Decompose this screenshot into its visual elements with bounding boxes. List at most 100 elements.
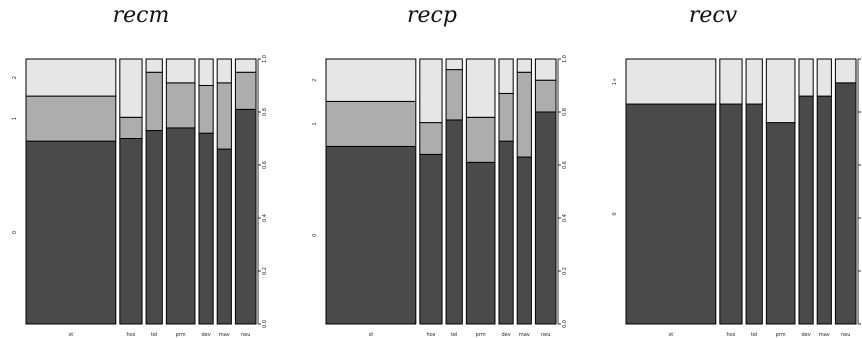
level-label: 0 (12, 231, 18, 234)
chart-panel-recv: recvsthostelprmdevmavneu01+0.00.20.40.60… (612, 3, 861, 338)
category-label: hos (427, 332, 436, 338)
right-axis-tick-label: 0.2 (562, 267, 568, 275)
bar-segment-tel-level-2 (445, 58, 463, 71)
chart-title: recp (407, 3, 457, 28)
bar-segment-tel-level-1 (145, 71, 163, 132)
bar-segment-st-level-1 (25, 95, 117, 142)
bar-segment-dev-level-1 (498, 92, 514, 142)
bar-segment-hos-level-0 (119, 138, 143, 325)
right-axis-tick-label: 1.0 (262, 55, 268, 63)
right-axis-tick-label: 0.4 (562, 214, 568, 222)
bar-segment-tel-level-0 (445, 119, 463, 325)
category-label: mav (819, 332, 830, 338)
bar-segment-neu-level-0 (234, 108, 257, 325)
bar-segment-hos-level-2 (119, 58, 143, 118)
bar-segment-tel-level-1 (445, 69, 463, 121)
level-label: 1 (312, 122, 318, 125)
bar-segment-prm-level-1+ (765, 58, 796, 124)
category-label: tel (751, 332, 757, 338)
bar-segment-dev-level-2 (498, 58, 514, 94)
category-label: st (369, 332, 374, 338)
right-axis-tick-label: 0.0 (262, 320, 268, 328)
bar-segment-st-level-1+ (625, 58, 717, 105)
right-axis-tick-label: 0.2 (262, 267, 268, 275)
bar-segment-mav-level-2 (516, 58, 532, 73)
bar-segment-hos-level-1+ (719, 58, 743, 105)
bar-segment-mav-level-0 (216, 148, 232, 325)
bar-segment-mav-level-1 (516, 71, 532, 158)
bar-segment-neu-level-1+ (834, 58, 857, 84)
category-label: prm (176, 332, 186, 338)
bar-segment-hos-level-1 (119, 116, 143, 140)
bar-segment-mav-level-1+ (816, 58, 832, 97)
right-axis-tick-label: 1.0 (562, 55, 568, 63)
bar-segment-hos-level-0 (719, 103, 743, 325)
bar-segment-prm-level-1 (165, 82, 196, 129)
level-label: 0 (312, 234, 318, 237)
bar-segment-mav-level-0 (816, 95, 832, 325)
bar-segment-dev-level-2 (198, 58, 214, 86)
bar-segment-mav-level-1 (216, 82, 232, 150)
right-axis-tick-label: 0.8 (562, 108, 568, 116)
category-label: neu (241, 332, 250, 338)
bar-segment-dev-level-0 (798, 95, 814, 325)
category-label: mav (219, 332, 230, 338)
level-label: 1+ (612, 78, 618, 85)
level-label: 0 (612, 212, 618, 215)
bar-segment-tel-level-1+ (745, 58, 763, 105)
right-axis-tick-label: 0.4 (262, 214, 268, 222)
bar-segment-st-level-0 (325, 145, 417, 325)
bar-segment-prm-level-2 (465, 58, 496, 118)
chart-panel-recp: recp st hos tel prm dev mav neu 0 1 2 0.0 0.2 0.4 0.6 0… (312, 3, 568, 338)
bar-segment-hos-level-1 (419, 122, 443, 155)
bar-segment-dev-level-0 (198, 132, 214, 325)
category-label: hos (127, 332, 136, 338)
bar-segment-st-level-0 (625, 103, 717, 325)
category-label: hos (727, 332, 736, 338)
bar-segment-neu-level-2 (534, 58, 557, 81)
category-label: tel (451, 332, 457, 338)
category-label: prm (776, 332, 786, 338)
right-axis-tick-label: 0.8 (262, 108, 268, 116)
category-label: mav (519, 332, 530, 338)
right-axis-tick-label: 0.0 (562, 320, 568, 328)
level-label: 2 (312, 79, 318, 82)
category-label: dev (801, 332, 810, 338)
category-label: neu (841, 332, 850, 338)
category-label: st (669, 332, 674, 338)
bar-segment-hos-level-0 (419, 153, 443, 325)
bar-segment-neu-level-0 (834, 82, 857, 325)
bar-segment-prm-level-1 (465, 116, 496, 163)
bar-segment-st-level-0 (25, 140, 117, 325)
bar-segment-neu-level-1 (234, 71, 257, 110)
level-label: 2 (12, 76, 18, 79)
category-label: neu (541, 332, 550, 338)
chart-title: recv (689, 3, 738, 28)
right-axis-tick-label: 0.6 (262, 161, 268, 169)
bar-segment-prm-level-0 (765, 122, 796, 325)
category-label: prm (476, 332, 486, 338)
bar-segment-prm-level-2 (165, 58, 196, 84)
chart-panel-recm: recm st hos tel prm dev mav neu 0 1 2 0.0 0.2 0.4 0.6 0… (12, 3, 268, 338)
bar-segment-st-level-2 (325, 58, 417, 102)
bar-segment-tel-level-0 (745, 103, 763, 325)
category-label: st (69, 332, 74, 338)
bar-segment-tel-level-2 (145, 58, 163, 73)
bar-segment-dev-level-1 (198, 85, 214, 134)
bar-segment-mav-level-0 (516, 156, 532, 325)
bar-segment-dev-level-1+ (798, 58, 814, 97)
bar-segment-dev-level-0 (498, 140, 514, 325)
chart-title: recm (113, 3, 170, 28)
right-axis-tick-label: 0.6 (562, 161, 568, 169)
bar-segment-st-level-1 (325, 100, 417, 147)
bar-segment-neu-level-2 (234, 58, 257, 73)
bar-segment-prm-level-0 (465, 161, 496, 325)
bar-segment-prm-level-0 (165, 127, 196, 325)
bar-segment-neu-level-0 (534, 111, 557, 325)
bar-segment-neu-level-1 (534, 79, 557, 113)
bar-segment-hos-level-2 (419, 58, 443, 124)
bar-segment-mav-level-2 (216, 58, 232, 84)
category-label: tel (151, 332, 157, 338)
bar-segment-tel-level-0 (145, 130, 163, 325)
